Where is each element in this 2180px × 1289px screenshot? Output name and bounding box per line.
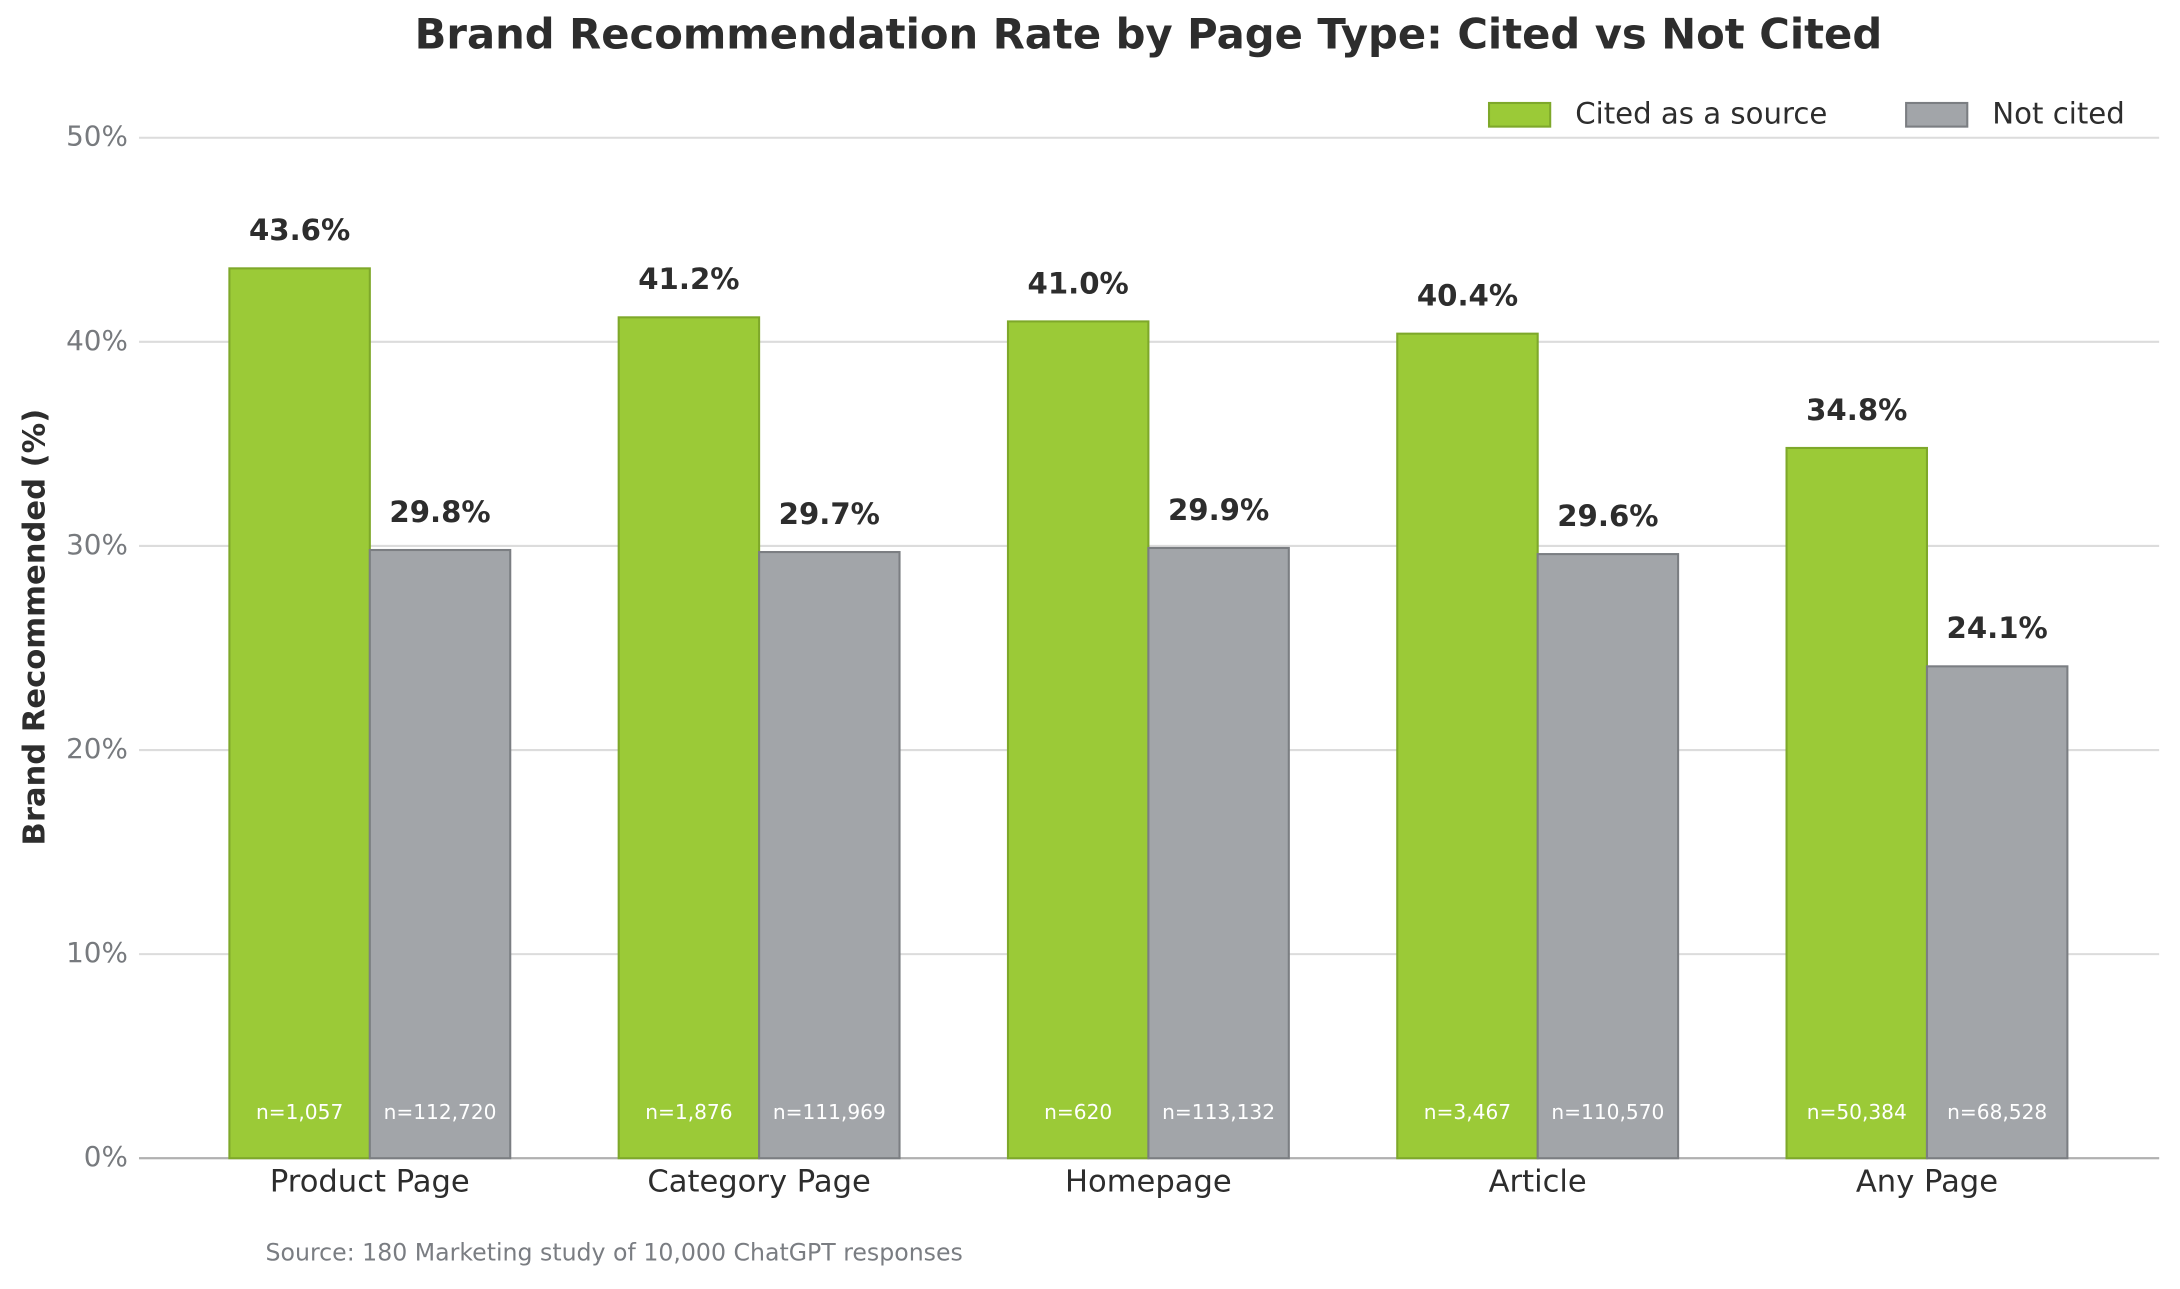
value-label: 40.4% [1417,279,1518,313]
sample-size-label: n=50,384 [1807,1100,1907,1124]
value-label: 34.8% [1806,393,1907,427]
source-note: Source: 180 Marketing study of 10,000 Ch… [266,1239,963,1267]
value-label: 41.2% [638,262,739,296]
bar [1147,546,1290,1160]
legend-swatch [1487,101,1552,128]
bar [1925,665,2069,1160]
bar [368,548,512,1160]
y-axis-label: Brand Recommended (%) [18,409,53,846]
value-label: 43.6% [249,213,350,247]
x-tick-label: Article [1489,1165,1587,1200]
value-label: 29.7% [779,497,880,531]
bar [228,267,371,1160]
sample-size-label: n=113,132 [1162,1100,1275,1124]
sample-size-label: n=68,528 [1947,1100,2047,1124]
y-tick-label: 20% [66,732,128,765]
value-label: 29.6% [1557,499,1658,533]
y-tick-label: 30% [66,528,128,561]
chart-title: Brand Recommendation Rate by Page Type: … [415,10,1883,59]
bar [1536,553,1680,1160]
value-label: 29.9% [1168,493,1269,527]
y-tick-label: 40% [66,324,128,357]
sample-size-label: n=111,969 [773,1100,886,1124]
y-tick-label: 10% [66,936,128,969]
x-tick-label: Product Page [270,1165,470,1200]
y-tick-label: 50% [66,120,128,153]
value-label: 29.8% [389,495,490,529]
bar [617,316,761,1160]
y-tick-label: 0% [84,1140,128,1173]
sample-size-label: n=3,467 [1424,1100,1511,1124]
bar [758,551,901,1160]
legend-label: Not cited [1992,96,2124,130]
x-tick-label: Any Page [1856,1165,1998,1200]
sample-size-label: n=620 [1044,1100,1112,1124]
sample-size-label: n=1,876 [645,1100,732,1124]
x-tick-label: Homepage [1065,1165,1232,1200]
sample-size-label: n=112,720 [384,1100,497,1124]
x-tick-label: Category Page [647,1165,870,1200]
legend-label: Cited as a source [1575,96,1827,130]
sample-size-label: n=1,057 [256,1100,343,1124]
value-label: 41.0% [1028,266,1129,300]
sample-size-label: n=110,570 [1551,1100,1664,1124]
value-label: 24.1% [1947,611,2048,645]
bar [1785,446,1929,1160]
legend-swatch [1905,101,1969,128]
bar [1396,332,1539,1160]
bar [1006,320,1150,1160]
